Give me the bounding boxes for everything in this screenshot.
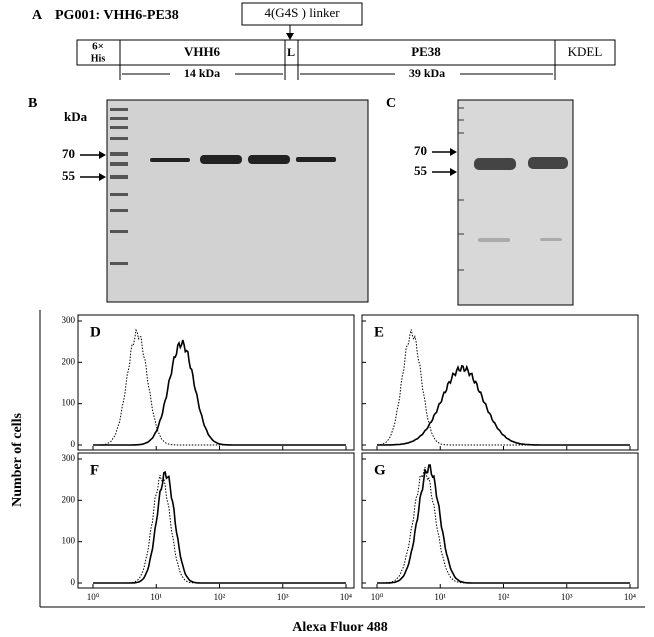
panel-label: B xyxy=(28,96,37,111)
marker-label: 55 xyxy=(414,163,428,178)
x-tick-label: 10³ xyxy=(561,592,573,602)
histogram-curve xyxy=(377,464,630,584)
panel-label: D xyxy=(90,324,101,340)
x-tick-label: 10¹ xyxy=(434,592,446,602)
flow-panel xyxy=(361,314,639,451)
x-tick-label: 10⁴ xyxy=(624,592,636,602)
segment: L xyxy=(287,45,295,59)
segment: 6× xyxy=(92,41,104,53)
arrowheads xyxy=(450,148,457,176)
ladder xyxy=(110,108,128,265)
size-arrows xyxy=(119,65,556,80)
x-axis-label: Alexa Fluor 488 xyxy=(292,620,387,635)
panel-label: E xyxy=(374,324,384,340)
linker-label: 4(G4S ) linker xyxy=(264,5,340,20)
segment: PE38 xyxy=(411,44,441,59)
y-tick-label: 200 xyxy=(62,356,76,366)
x-tick-label: 10⁴ xyxy=(340,592,352,602)
gel xyxy=(457,99,574,306)
unit-label: kDa xyxy=(64,109,88,124)
y-tick-label: 300 xyxy=(62,315,76,325)
histogram-curve xyxy=(93,339,346,446)
gel-ticks xyxy=(458,107,464,271)
size-label: 14 kDa xyxy=(184,66,220,80)
y-tick-label: 100 xyxy=(62,536,76,546)
x-tick-label: 10⁰ xyxy=(371,592,384,602)
bands xyxy=(474,157,568,242)
construct-title: PG001: VHH6-PE38 xyxy=(55,8,179,23)
y-tick-label: 200 xyxy=(62,494,76,504)
x-tick-label: 10¹ xyxy=(150,592,162,602)
y-tick-label: 100 xyxy=(62,398,76,408)
histogram-curve xyxy=(93,470,346,584)
flow-panel xyxy=(77,314,355,451)
panel-label: G xyxy=(374,462,386,478)
x-tick-label: 10² xyxy=(214,592,226,602)
marker-label: 70 xyxy=(414,143,427,158)
arrowhead xyxy=(286,33,294,40)
panel-label: A xyxy=(32,8,43,23)
segment: His xyxy=(91,53,106,64)
x-tick-label: 10³ xyxy=(277,592,289,602)
y-tick-label: 300 xyxy=(62,453,76,463)
bands xyxy=(150,155,336,164)
panel-label: F xyxy=(90,462,99,478)
marker-label: 70 xyxy=(62,146,75,161)
gel xyxy=(106,99,369,303)
y-tick-label: 0 xyxy=(71,439,76,449)
histogram-curve xyxy=(377,364,630,446)
y-axis-label: Number of cells xyxy=(10,413,25,507)
linker-box xyxy=(241,2,363,26)
panel-label: C xyxy=(386,96,396,111)
construct xyxy=(76,39,616,66)
marker-label: 55 xyxy=(62,168,76,183)
segment: KDEL xyxy=(568,44,603,59)
y-tick-label: 0 xyxy=(71,577,76,587)
x-tick-label: 10⁰ xyxy=(87,592,100,602)
x-tick-label: 10² xyxy=(498,592,510,602)
flow-panel xyxy=(77,452,355,589)
arrowheads xyxy=(99,151,106,181)
segment: VHH6 xyxy=(184,44,221,59)
marker-arrows xyxy=(80,154,104,178)
size-label: 39 kDa xyxy=(409,66,445,80)
